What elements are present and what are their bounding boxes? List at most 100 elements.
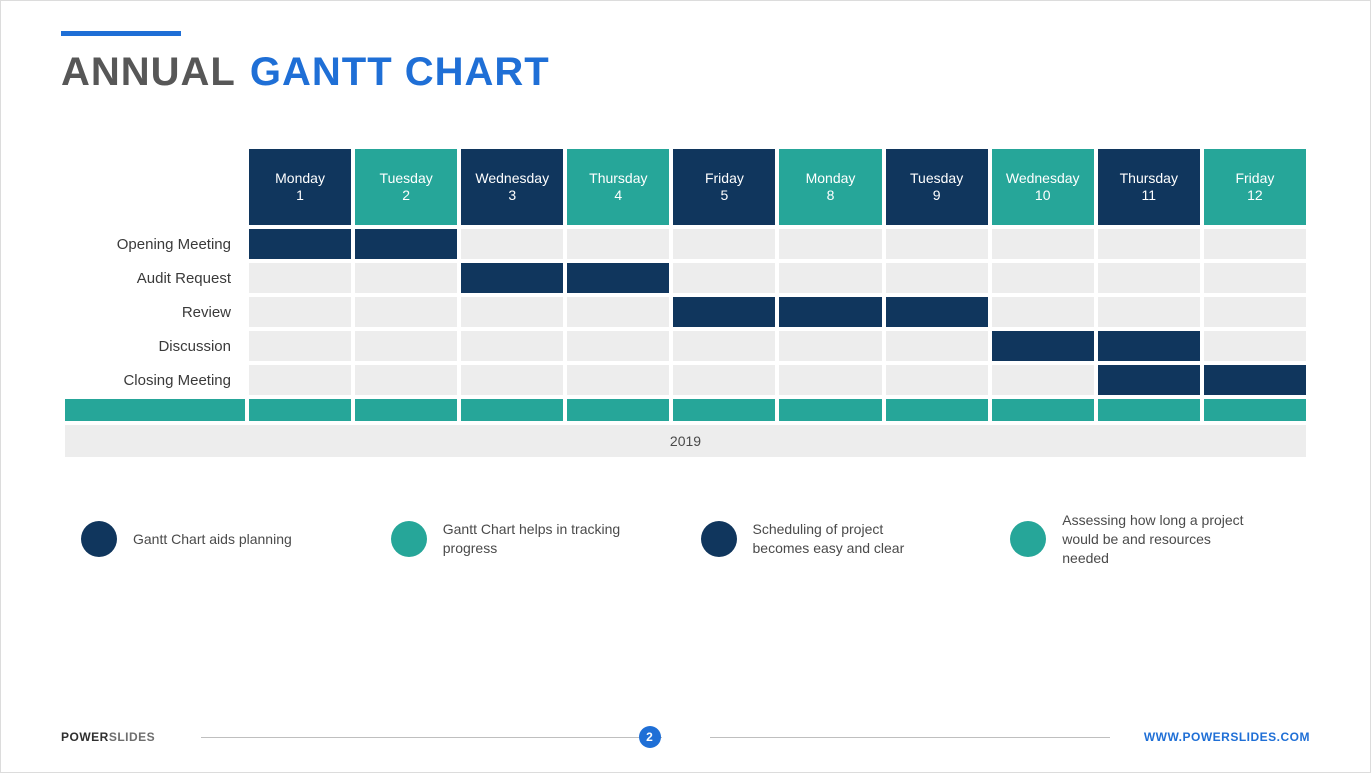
gantt-footer-strip-cell xyxy=(992,399,1094,421)
gantt-empty-cell xyxy=(461,229,563,259)
gantt-bar-cell xyxy=(673,297,775,327)
gantt-empty-cell xyxy=(1098,229,1200,259)
gantt-footer-strip-cell xyxy=(249,399,351,421)
gantt-empty-cell xyxy=(992,365,1094,395)
gantt-header-num: 3 xyxy=(461,187,563,204)
brand-left-a: POWER xyxy=(61,730,109,744)
gantt-empty-cell xyxy=(249,263,351,293)
gantt-empty-cell xyxy=(461,365,563,395)
gantt-empty-cell xyxy=(886,263,988,293)
gantt-bar-cell xyxy=(886,297,988,327)
gantt-empty-cell xyxy=(355,365,457,395)
gantt-footer-strip-cell xyxy=(65,399,245,421)
gantt-header-cell: Wednesday10 xyxy=(992,149,1094,225)
gantt-empty-cell xyxy=(1204,229,1306,259)
gantt-footer-strip-cell xyxy=(567,399,669,421)
gantt-header-num: 2 xyxy=(355,187,457,204)
title-accent-bar xyxy=(61,31,181,36)
gantt-empty-cell xyxy=(355,331,457,361)
gantt-empty-cell xyxy=(567,297,669,327)
brand-left: POWERSLIDES xyxy=(61,730,155,744)
gantt-empty-cell xyxy=(673,263,775,293)
gantt-empty-cell xyxy=(673,331,775,361)
gantt-header-day: Monday xyxy=(779,170,881,187)
gantt-empty-cell xyxy=(992,297,1094,327)
gantt-bar-cell xyxy=(567,263,669,293)
gantt-empty-cell xyxy=(886,331,988,361)
gantt-empty-cell xyxy=(567,331,669,361)
gantt-footer-strip xyxy=(65,399,1306,421)
gantt-bar-cell xyxy=(992,331,1094,361)
gantt-task-label: Review xyxy=(65,297,245,327)
page-title: ANNUAL GANTT CHART xyxy=(61,50,1310,95)
gantt-header-cell: Tuesday9 xyxy=(886,149,988,225)
gantt-header-cell: Tuesday2 xyxy=(355,149,457,225)
gantt-header-day: Monday xyxy=(249,170,351,187)
gantt-bar-cell xyxy=(779,297,881,327)
gantt-header-num: 12 xyxy=(1204,187,1306,204)
gantt-footer-strip-cell xyxy=(779,399,881,421)
gantt-empty-cell xyxy=(1204,331,1306,361)
gantt-empty-cell xyxy=(249,365,351,395)
gantt-bar-cell xyxy=(1098,365,1200,395)
gantt-header-num: 9 xyxy=(886,187,988,204)
gantt-bar-cell xyxy=(1098,331,1200,361)
gantt-table: Monday1Tuesday2Wednesday3Thursday4Friday… xyxy=(61,145,1310,461)
gantt-header-day: Wednesday xyxy=(992,170,1094,187)
gantt-footer-strip-cell xyxy=(1098,399,1200,421)
legend-dot-icon xyxy=(701,521,737,557)
gantt-bar-cell xyxy=(461,263,563,293)
gantt-header-cell: Friday12 xyxy=(1204,149,1306,225)
gantt-task-row: Closing Meeting xyxy=(65,365,1306,395)
gantt-empty-cell xyxy=(673,365,775,395)
gantt-empty-cell xyxy=(249,297,351,327)
gantt-header-num: 5 xyxy=(673,187,775,204)
gantt-empty-cell xyxy=(249,331,351,361)
gantt-header-cell: Wednesday3 xyxy=(461,149,563,225)
page-number-badge: 2 xyxy=(639,726,661,748)
gantt-empty-cell xyxy=(461,297,563,327)
legend-dot-icon xyxy=(81,521,117,557)
gantt-task-label: Discussion xyxy=(65,331,245,361)
gantt-task-row: Discussion xyxy=(65,331,1306,361)
footer-divider-right xyxy=(710,737,1111,738)
gantt-header-row: Monday1Tuesday2Wednesday3Thursday4Friday… xyxy=(65,149,1306,225)
title-part-a: ANNUAL xyxy=(61,50,236,95)
gantt-header-num: 11 xyxy=(1098,187,1200,204)
gantt-task-label: Audit Request xyxy=(65,263,245,293)
gantt-header-day: Friday xyxy=(1204,170,1306,187)
gantt-year-row: 2019 xyxy=(65,425,1306,457)
gantt-task-row: Review xyxy=(65,297,1306,327)
gantt-year-label: 2019 xyxy=(65,425,1306,457)
gantt-empty-cell xyxy=(673,229,775,259)
gantt-footer-strip-cell xyxy=(886,399,988,421)
gantt-header-day: Tuesday xyxy=(886,170,988,187)
gantt-empty-cell xyxy=(355,263,457,293)
gantt-header-cell: Monday8 xyxy=(779,149,881,225)
gantt-footer-strip-cell xyxy=(1204,399,1306,421)
gantt-empty-cell xyxy=(779,263,881,293)
gantt-header-day: Wednesday xyxy=(461,170,563,187)
gantt-empty-cell xyxy=(779,229,881,259)
legend-text: Assessing how long a project would be an… xyxy=(1062,511,1252,568)
gantt-empty-cell xyxy=(992,229,1094,259)
legend-item: Gantt Chart aids planning xyxy=(81,511,361,568)
gantt-empty-cell xyxy=(779,365,881,395)
gantt-empty-cell xyxy=(779,331,881,361)
gantt-header-num: 8 xyxy=(779,187,881,204)
legend-dot-icon xyxy=(1010,521,1046,557)
gantt-empty-cell xyxy=(355,297,457,327)
gantt-bar-cell xyxy=(355,229,457,259)
gantt-task-row: Audit Request xyxy=(65,263,1306,293)
gantt-footer-strip-cell xyxy=(355,399,457,421)
gantt-header-blank xyxy=(65,149,245,225)
gantt-empty-cell xyxy=(1098,297,1200,327)
gantt-task-label: Closing Meeting xyxy=(65,365,245,395)
gantt-header-num: 1 xyxy=(249,187,351,204)
gantt-header-day: Thursday xyxy=(567,170,669,187)
gantt-header-cell: Monday1 xyxy=(249,149,351,225)
gantt-task-row: Opening Meeting xyxy=(65,229,1306,259)
gantt-empty-cell xyxy=(886,229,988,259)
title-part-b: GANTT CHART xyxy=(250,50,550,95)
gantt-bar-cell xyxy=(1204,365,1306,395)
